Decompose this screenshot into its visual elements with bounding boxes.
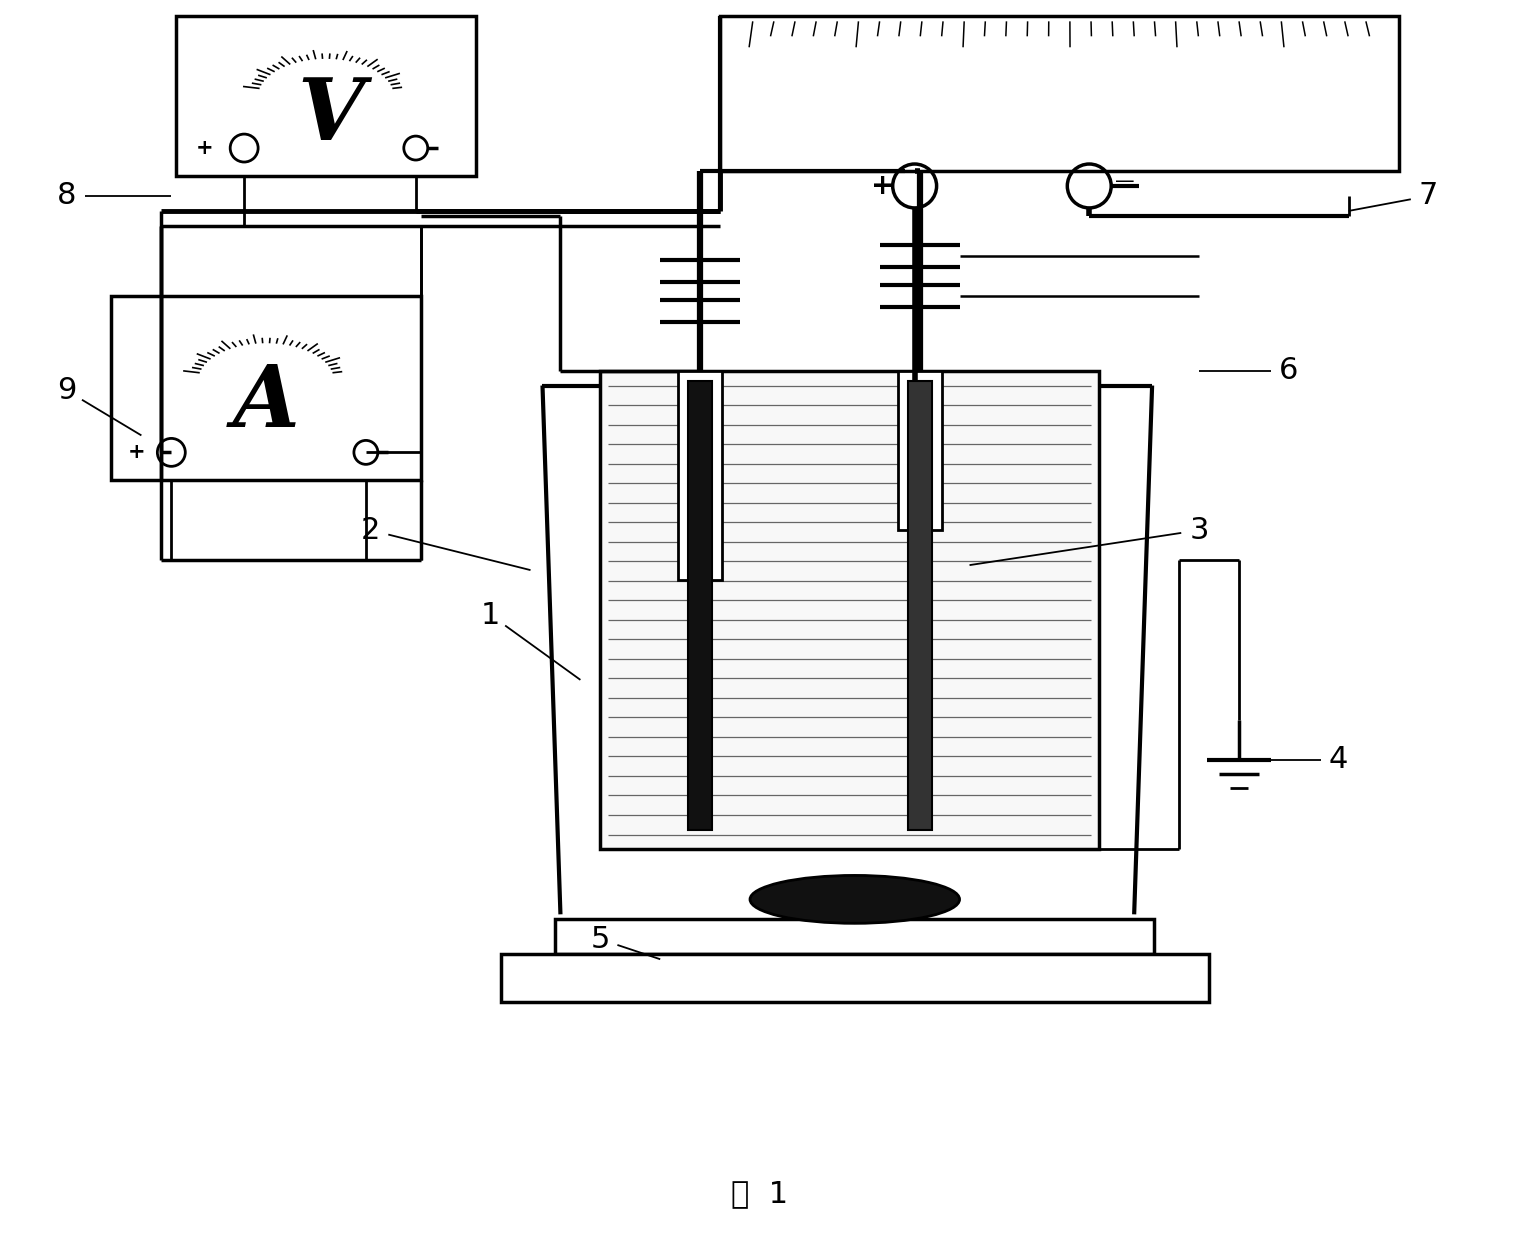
Bar	[111, 296, 421, 480]
Bar	[600, 371, 1100, 850]
Text: +: +	[196, 139, 213, 158]
Text: +: +	[870, 172, 895, 200]
Text: 7: 7	[1419, 182, 1438, 210]
Bar	[677, 371, 722, 580]
Text: V: V	[298, 74, 365, 158]
Ellipse shape	[750, 876, 960, 923]
Bar	[688, 381, 712, 830]
Text: 1: 1	[482, 600, 500, 630]
Text: 3: 3	[1189, 516, 1209, 544]
Bar	[556, 919, 1154, 954]
Bar	[176, 16, 475, 176]
Text: 图  1: 图 1	[731, 1179, 788, 1209]
Text: —: —	[1115, 172, 1135, 192]
Text: 9: 9	[56, 376, 76, 404]
Text: 4: 4	[1329, 745, 1349, 774]
Bar	[898, 371, 942, 531]
Text: +: +	[128, 443, 146, 463]
Bar	[720, 16, 1399, 171]
Text: 5: 5	[591, 925, 611, 954]
Text: 2: 2	[362, 516, 381, 544]
Text: 6: 6	[1279, 356, 1299, 385]
Text: 8: 8	[56, 182, 76, 210]
Bar	[501, 954, 1209, 1002]
Text: A: A	[232, 361, 299, 444]
Bar	[908, 381, 931, 830]
